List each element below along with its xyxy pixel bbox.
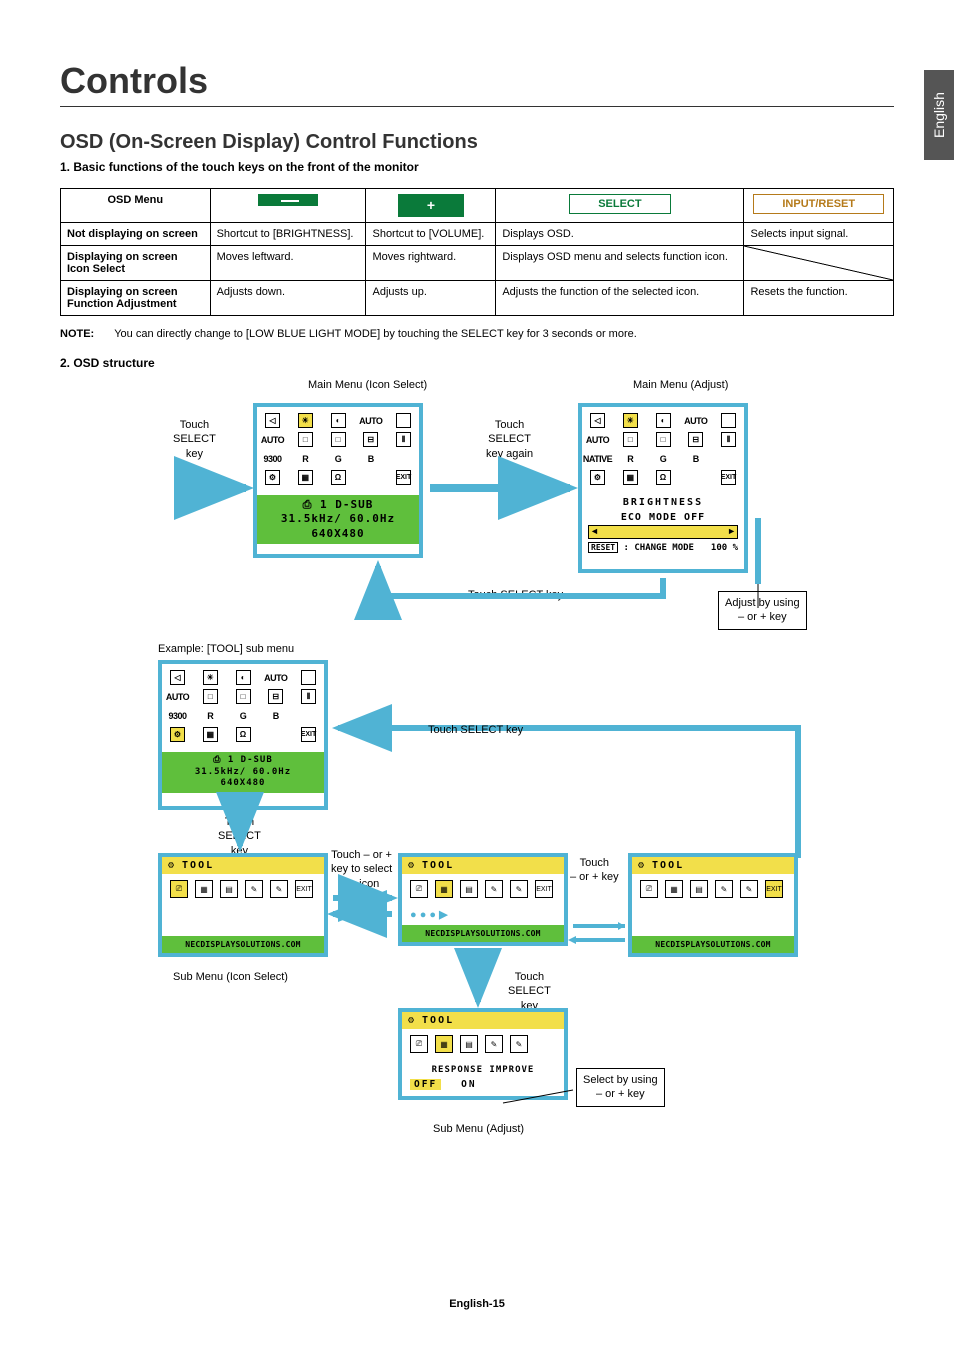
tool-window-4: ⚙TOOL ⎚▦▤✎✎ RESPONSE IMPROVE OFFON xyxy=(398,1008,568,1100)
page-footer: English-15 xyxy=(0,1298,954,1310)
label-touch-pm: Touch – or + key xyxy=(570,856,619,885)
label-touch-select-2: Touch SELECT key xyxy=(218,815,261,858)
callout-select: Select by using – or + key xyxy=(576,1068,665,1107)
note-label: NOTE: xyxy=(60,328,94,340)
note: NOTE: You can directly change to [LOW BLU… xyxy=(60,328,894,340)
info-band-1: ⎙ 1 D-SUB 31.5kHz/ 60.0Hz 640X480 xyxy=(257,495,419,544)
label-sub-adjust: Sub Menu (Adjust) xyxy=(433,1122,524,1136)
osd-window-main-icon: ◁☀◐AUTO AUTO□□⊟⦀ 9300RGB ⚙▦ΩEXIT ⎙ 1 D-S… xyxy=(253,403,423,558)
label-sub-icon: Sub Menu (Icon Select) xyxy=(173,970,288,984)
tool-window-3: ⚙TOOL ⎚▦▤✎✎EXIT NECDISPLAYSOLUTIONS.COM xyxy=(628,853,798,957)
callout-adjust: Adjust by using – or + key xyxy=(718,591,807,630)
tool-window-1: ⚙TOOL ⎚▦▤✎✎EXIT NECDISPLAYSOLUTIONS.COM xyxy=(158,853,328,957)
section-subtitle: OSD (On-Screen Display) Control Function… xyxy=(60,131,894,154)
label-touch-pm-select: Touch – or + key to select an icon xyxy=(331,848,392,891)
osd-window-example: ◁☀◐AUTO AUTO□□⊟⦀ 9300RGB ⚙▦ΩEXIT ⎙ 1 D-S… xyxy=(158,660,328,810)
label-touch-select-again: Touch SELECT key again xyxy=(486,418,533,461)
note-text: You can directly change to [LOW BLUE LIG… xyxy=(114,328,637,340)
label-example: Example: [TOOL] sub menu xyxy=(158,642,294,656)
tool-window-2: ⚙TOOL ⎚▦▤✎✎EXIT ● ● ● ▶ NECDISPLAYSOLUTI… xyxy=(398,853,568,946)
label-touch-select-3: Touch SELECT key xyxy=(508,970,551,1013)
language-tab: English xyxy=(924,70,954,160)
page-title: Controls xyxy=(60,60,894,107)
section2-heading: 2. OSD structure xyxy=(60,356,894,370)
osd-functions-table: OSD Menu+SELECTINPUT/RESET Not displayin… xyxy=(60,188,894,316)
osd-structure-diagram: Main Menu (Icon Select) Main Menu (Adjus… xyxy=(78,378,898,1138)
label-main-adjust: Main Menu (Adjust) xyxy=(633,378,728,392)
osd-window-main-adjust: ◁☀◐AUTO AUTO□□⊟⦀ NATIVERGB ⚙▦ΩEXIT BRIGH… xyxy=(578,403,748,573)
label-touch-select-1: Touch SELECT key xyxy=(173,418,216,461)
section1-heading: 1. Basic functions of the touch keys on … xyxy=(60,160,894,174)
label-touch-select-mid: Touch SELECT key xyxy=(468,588,563,602)
svg-text:Touch SELECT key: Touch SELECT key xyxy=(428,724,524,736)
label-main-icon: Main Menu (Icon Select) xyxy=(308,378,427,392)
